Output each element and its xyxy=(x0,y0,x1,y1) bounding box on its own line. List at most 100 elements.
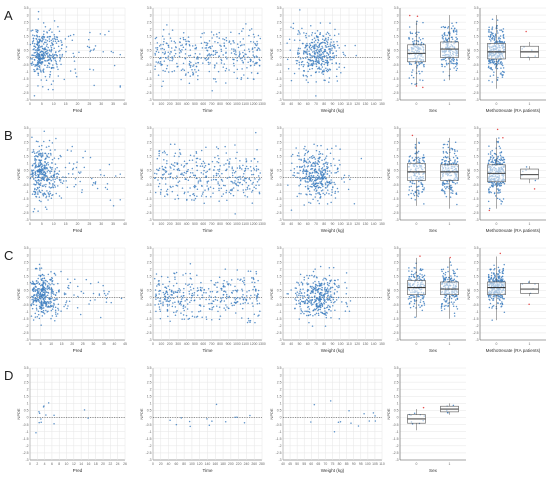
x-tick-label: 1 xyxy=(529,222,531,226)
x-tick-label: 900 xyxy=(226,102,232,106)
y-tick-label: -2.5 xyxy=(23,211,29,215)
data-point xyxy=(309,48,312,50)
data-point xyxy=(72,173,74,175)
data-point xyxy=(238,53,241,56)
data-point xyxy=(326,31,329,34)
data-point xyxy=(298,155,300,157)
data-point xyxy=(331,62,333,65)
data-point xyxy=(321,38,324,40)
y-tick-label: -0.5 xyxy=(146,183,152,187)
data-point xyxy=(249,179,252,182)
data-point xyxy=(154,177,157,179)
data-point xyxy=(199,310,202,312)
data-point xyxy=(319,43,321,45)
data-point xyxy=(177,167,180,170)
data-point xyxy=(314,32,316,34)
data-point xyxy=(453,152,456,155)
data-point xyxy=(50,271,52,273)
data-point xyxy=(329,290,332,293)
data-point xyxy=(235,53,237,56)
data-point xyxy=(316,48,318,50)
data-point xyxy=(491,81,494,83)
data-point xyxy=(454,183,457,185)
x-tick-label: 150 xyxy=(379,102,385,106)
data-point xyxy=(252,305,254,307)
data-point xyxy=(245,160,248,162)
data-point xyxy=(323,165,325,167)
data-point xyxy=(41,46,43,48)
data-point xyxy=(156,48,159,51)
data-point xyxy=(255,169,258,172)
data-point xyxy=(327,183,330,186)
x-tick-label: 1200 xyxy=(250,102,258,106)
data-point xyxy=(32,290,35,293)
data-point xyxy=(31,64,33,66)
y-tick-label: 3.5 xyxy=(147,126,152,130)
data-point xyxy=(197,182,200,184)
data-point xyxy=(234,298,237,301)
data-point xyxy=(335,171,338,174)
data-point xyxy=(497,32,499,34)
data-point xyxy=(52,80,55,82)
data-point xyxy=(34,290,36,292)
data-point xyxy=(311,164,313,166)
y-tick-label: 3 xyxy=(280,253,282,257)
data-point xyxy=(215,33,218,35)
data-point xyxy=(40,304,43,306)
y-tick-label: -2 xyxy=(278,84,281,88)
data-point xyxy=(343,53,345,55)
data-point xyxy=(322,173,325,175)
data-point xyxy=(191,167,193,170)
data-point xyxy=(41,176,43,179)
data-point xyxy=(31,41,34,43)
data-point xyxy=(59,49,61,52)
data-point xyxy=(217,161,220,164)
data-point xyxy=(236,57,238,59)
data-point xyxy=(203,169,205,172)
data-point xyxy=(316,177,319,179)
data-point xyxy=(47,273,50,276)
data-point xyxy=(339,163,341,166)
data-point xyxy=(212,178,215,181)
data-point xyxy=(43,170,45,173)
data-point xyxy=(59,54,61,56)
data-point xyxy=(48,38,51,40)
data-point xyxy=(243,296,246,299)
data-point xyxy=(161,35,164,37)
data-point xyxy=(180,312,182,314)
data-point xyxy=(295,59,298,62)
data-point xyxy=(453,58,455,61)
data-point xyxy=(217,154,219,157)
y-tick-label: -1.5 xyxy=(146,197,152,201)
data-point xyxy=(52,306,55,308)
data-point xyxy=(489,61,491,63)
data-point xyxy=(61,182,64,184)
data-point xyxy=(319,48,321,51)
y-tick-label: -2 xyxy=(278,324,281,328)
data-point xyxy=(333,46,336,48)
data-point xyxy=(312,198,314,201)
data-point xyxy=(94,299,96,301)
data-point xyxy=(188,60,191,63)
data-point xyxy=(304,300,307,302)
data-point xyxy=(49,192,52,195)
x-tick-label: 0 xyxy=(152,222,154,226)
data-point xyxy=(72,52,74,55)
data-point xyxy=(239,303,242,305)
data-point xyxy=(302,53,305,55)
data-point xyxy=(230,302,233,305)
data-point xyxy=(36,295,38,298)
data-point xyxy=(243,74,245,76)
data-point xyxy=(45,302,48,304)
data-point xyxy=(254,62,256,65)
data-point xyxy=(181,44,184,46)
data-point xyxy=(159,62,161,65)
data-point xyxy=(226,306,228,308)
data-point xyxy=(89,156,92,159)
data-point xyxy=(43,281,45,283)
data-point xyxy=(326,173,328,175)
data-point xyxy=(37,60,39,62)
data-point xyxy=(51,38,54,40)
data-point xyxy=(215,174,218,177)
data-point xyxy=(56,166,58,169)
